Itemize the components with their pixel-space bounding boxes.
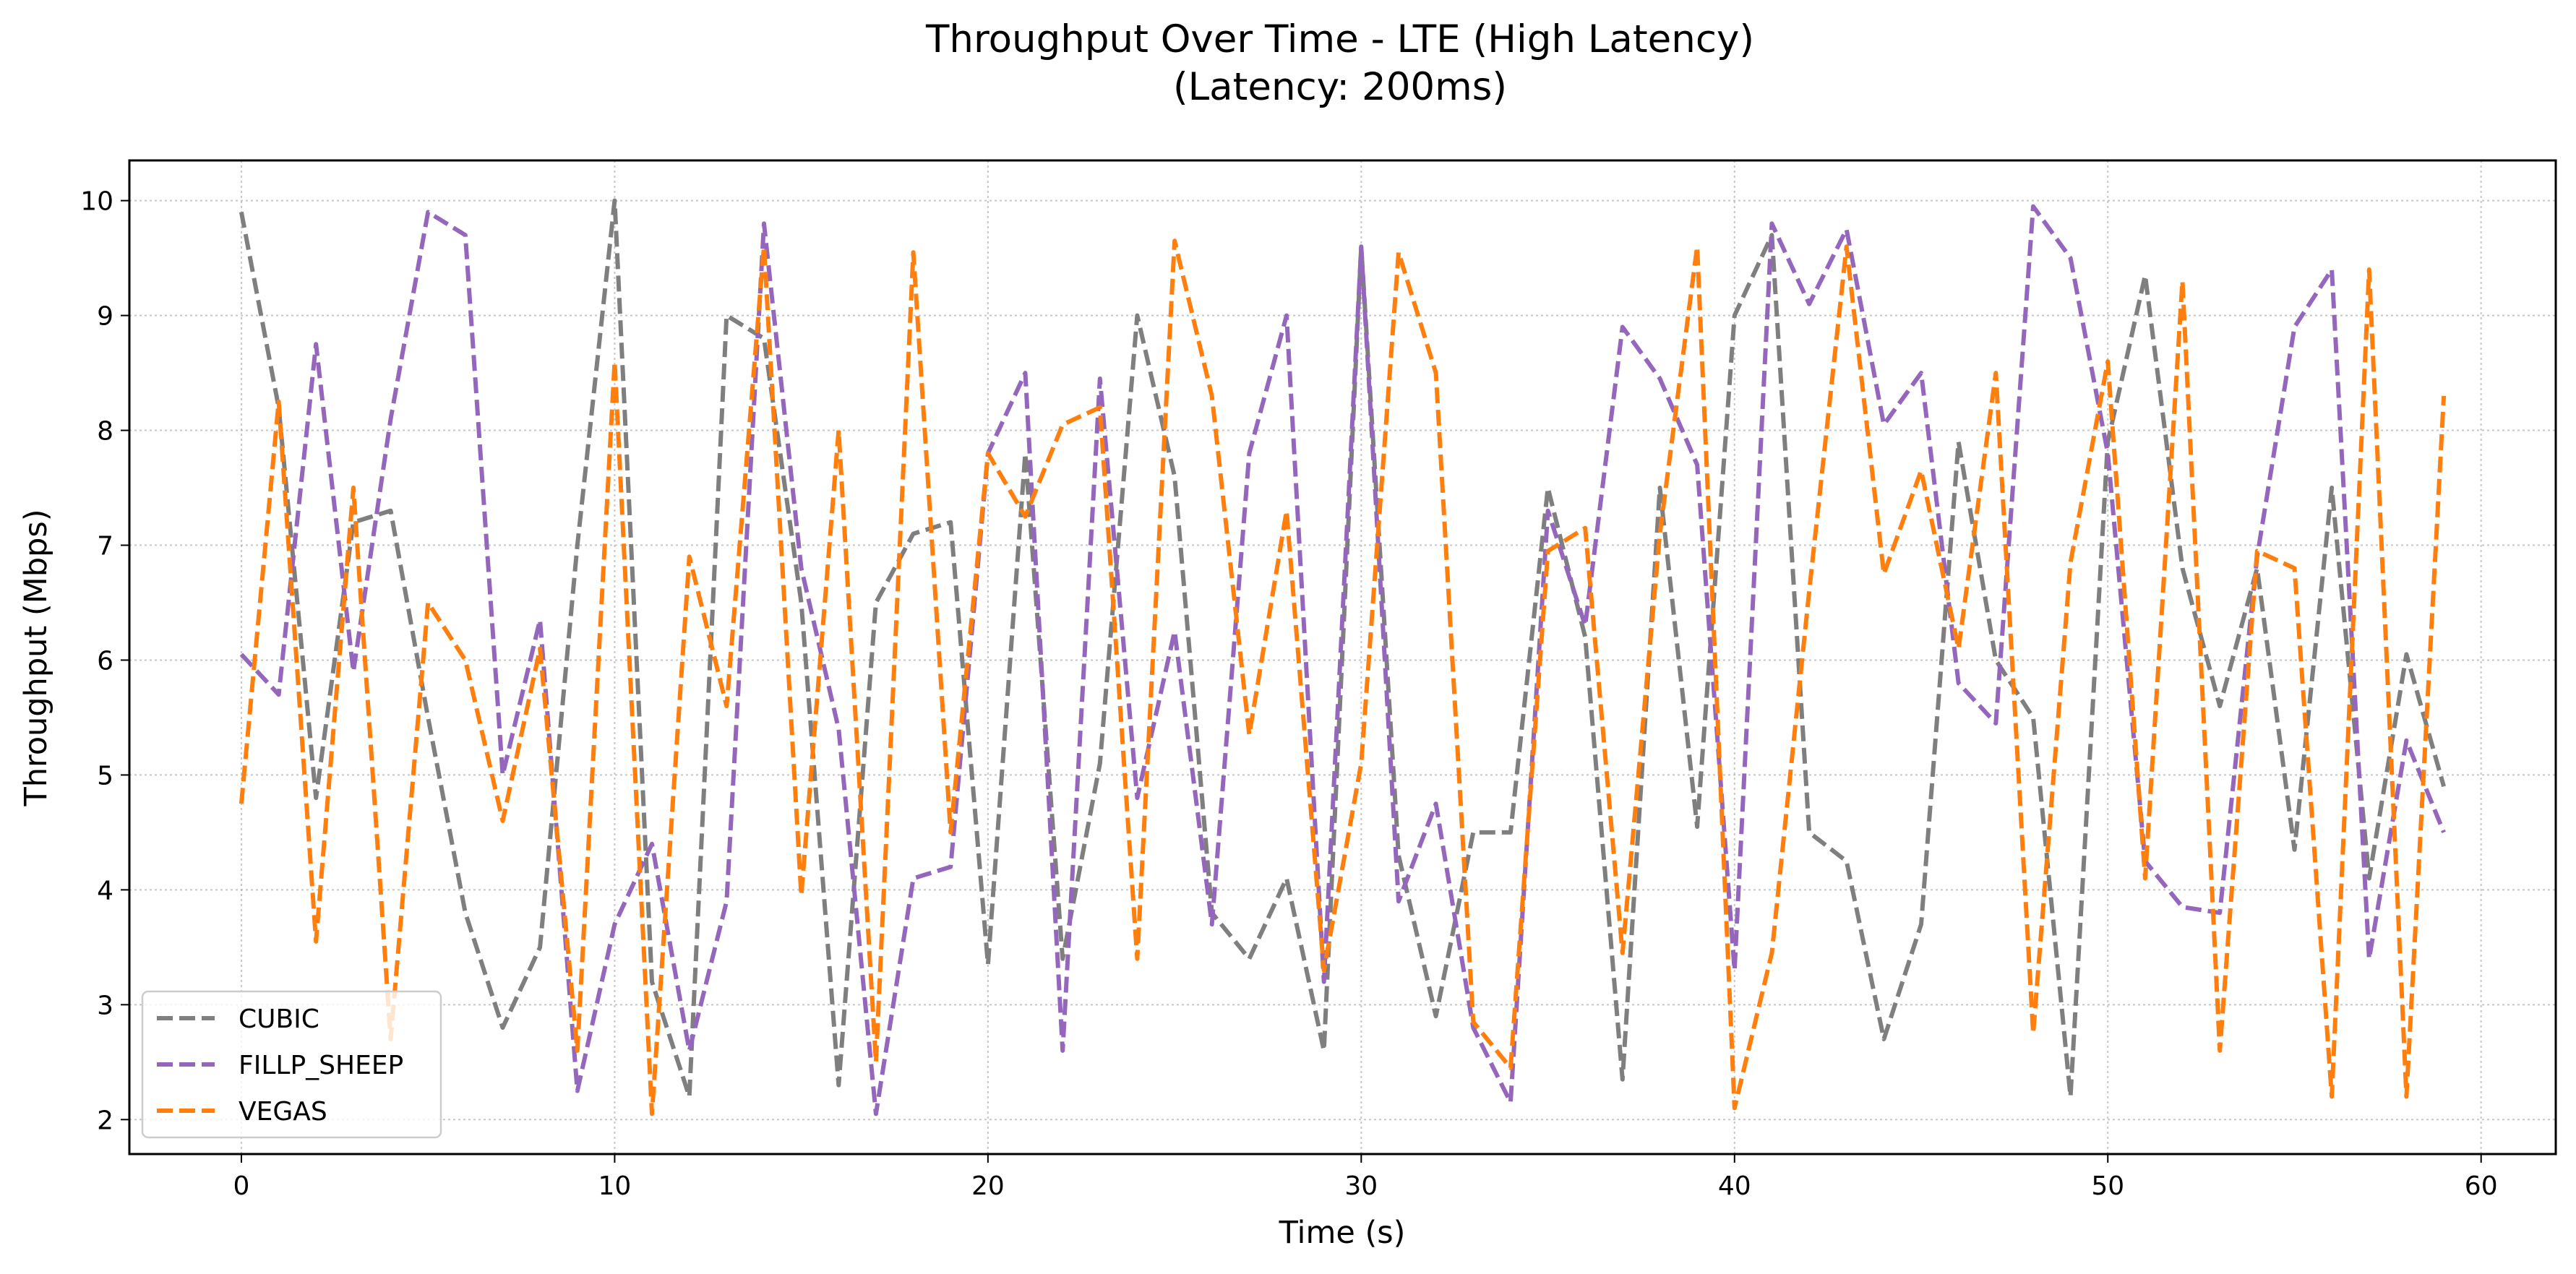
legend-box (141, 990, 442, 1139)
y-tick-label: 7 (97, 532, 113, 561)
y-tick-label: 8 (97, 417, 113, 447)
y-tick-label: 4 (97, 876, 113, 905)
series-line-fillp-sheep (239, 204, 2446, 1116)
y-tick-label: 10 (80, 187, 113, 217)
chart-title: Throughput Over Time - LTE (High Latency… (925, 17, 1754, 61)
x-axis-label: Time (s) (1279, 1215, 1406, 1251)
x-tick-label: 40 (1718, 1171, 1751, 1201)
y-tick-label: 9 (97, 302, 113, 332)
x-tick-label: 10 (598, 1171, 631, 1201)
legend: CUBIC FILLP_SHEEP VEGAS (141, 990, 442, 1139)
x-tick-label: 30 (1344, 1171, 1378, 1201)
x-tick-label: 20 (971, 1171, 1005, 1201)
chart-subtitle: (Latency: 200ms) (1173, 65, 1507, 109)
legend-label-cubic: CUBIC (239, 1004, 319, 1034)
plot-frame (128, 159, 2557, 1155)
legend-label-fillp-sheep: FILLP_SHEEP (239, 1051, 403, 1080)
series-line-vegas (239, 238, 2447, 1116)
x-tick-label: 60 (2465, 1171, 2498, 1201)
y-axis-label: Throughput (Mbps) (18, 509, 54, 806)
y-tick-label: 3 (97, 991, 113, 1020)
y-tick-label: 2 (97, 1106, 113, 1135)
y-tick-label: 6 (97, 646, 113, 676)
x-tick-label: 50 (2091, 1171, 2124, 1201)
legend-label-vegas: VEGAS (239, 1097, 327, 1127)
y-tick-label: 5 (97, 761, 113, 791)
series-line-cubic (239, 198, 2446, 1099)
x-tick-label: 0 (233, 1171, 249, 1201)
series-lines (239, 198, 2447, 1116)
axis-ticks: 0 10 20 30 40 50 60 2 3 4 5 6 7 8 9 10 (80, 187, 2497, 1201)
